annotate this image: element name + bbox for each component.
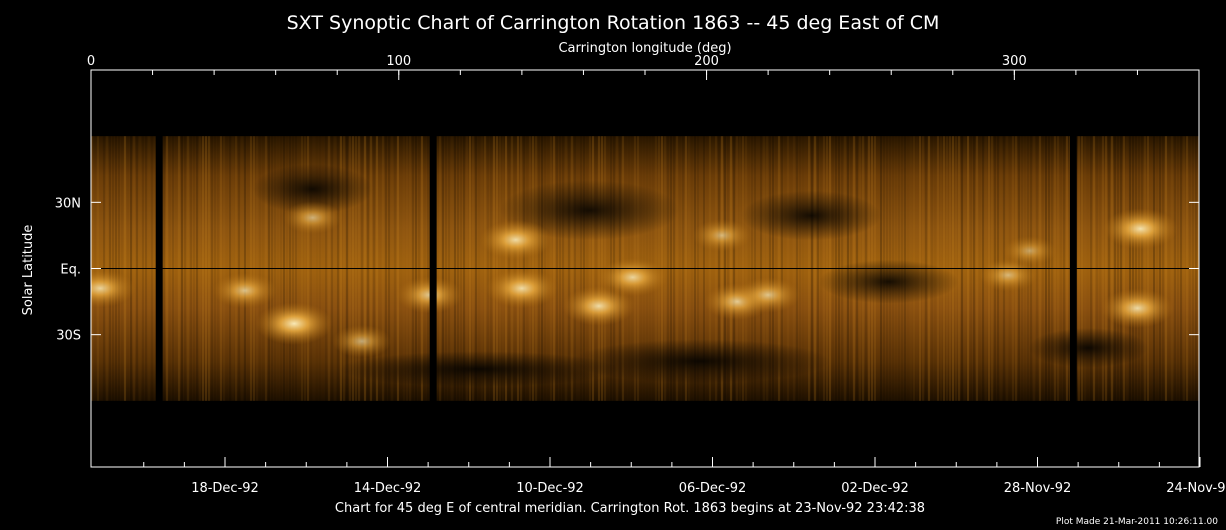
- bottom-tick-label: 02-Dec-92: [841, 481, 909, 496]
- bright-region: [562, 286, 635, 326]
- top-tick-label: 100: [386, 54, 411, 69]
- top-tick-label: 300: [1002, 54, 1027, 69]
- bright-region: [692, 219, 752, 252]
- bright-region: [597, 258, 668, 297]
- bright-region: [978, 258, 1038, 292]
- bright-region: [485, 268, 558, 309]
- bright-region: [1002, 235, 1057, 266]
- bright-region: [255, 302, 333, 345]
- bottom-tick-label: 06-Dec-92: [679, 481, 747, 496]
- left-tick-label: Eq.: [60, 263, 81, 278]
- bright-region: [479, 219, 552, 260]
- top-tick-label: 200: [694, 54, 719, 69]
- bright-regions: [91, 201, 1178, 358]
- top-tick-label: 0: [87, 54, 95, 69]
- left-tick-label: 30S: [56, 329, 81, 344]
- chart-caption: Chart for 45 deg E of central meridian. …: [335, 501, 925, 516]
- left-axis-ticks: 30N Eq. 30S: [55, 196, 1199, 344]
- chart-title: SXT Synoptic Chart of Carrington Rotatio…: [287, 12, 940, 34]
- bright-region: [1101, 288, 1174, 329]
- top-axis-ticks: 0 100 200 300: [87, 54, 1200, 80]
- bottom-tick-label: 28-Nov-92: [1004, 481, 1072, 496]
- bright-region: [91, 269, 136, 308]
- bright-region: [212, 272, 278, 309]
- top-axis-label: Carrington longitude (deg): [558, 41, 731, 56]
- bright-region: [735, 277, 801, 313]
- bright-region: [1103, 208, 1178, 250]
- bottom-tick-label: 18-Dec-92: [191, 481, 259, 496]
- bottom-tick-label: 14-Dec-92: [354, 481, 422, 496]
- bottom-tick-label: 24-Nov-92: [1166, 481, 1226, 496]
- bright-region: [283, 201, 343, 235]
- bright-region: [396, 276, 464, 314]
- bottom-tick-label: 10-Dec-92: [516, 481, 584, 496]
- left-axis-label: Solar Latitude: [21, 225, 36, 316]
- bright-region: [332, 324, 392, 358]
- plot-stamp: Plot Made 21-Mar-2011 10:26:11.00: [1056, 517, 1218, 527]
- left-tick-label: 30N: [55, 196, 81, 211]
- bottom-axis-ticks: 18-Dec-92 14-Dec-92 10-Dec-92 06-Dec-92 02-D…: [143, 457, 1226, 496]
